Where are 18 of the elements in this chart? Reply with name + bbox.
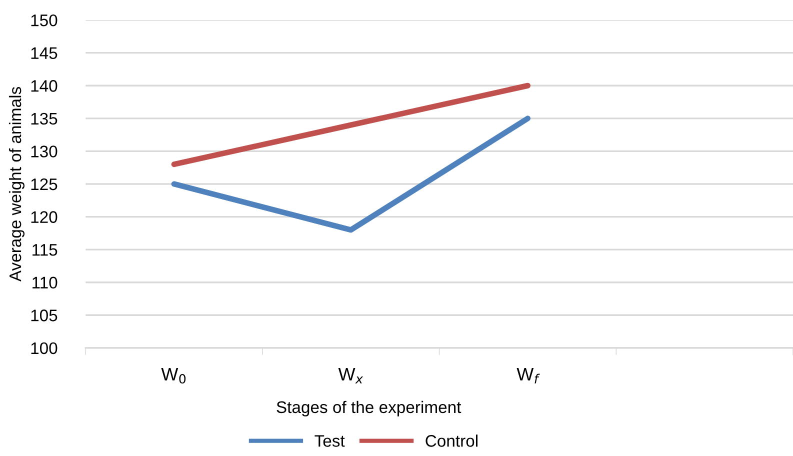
y-tick-label: 105 [31, 310, 58, 322]
y-tick-label: 135 [31, 112, 58, 125]
y-tick-label: 150 [31, 14, 58, 26]
legend-label: Control [426, 434, 478, 447]
y-axis-title: Average weight of animals [8, 87, 25, 282]
x-tick-label: W$_{f}$ [516, 368, 540, 384]
x-axis-title: Stages of the experiment [276, 400, 462, 416]
y-tick-label: 145 [31, 47, 58, 60]
y-tick-label: 130 [31, 146, 58, 158]
y-tick-label: 100 [31, 342, 58, 354]
legend-label: Test [314, 435, 345, 447]
y-tick-label: 110 [32, 276, 58, 289]
y-tick-label: 140 [31, 80, 58, 92]
y-tick-label: 125 [31, 178, 58, 190]
x-tick-label: W$_{0}$ [161, 368, 186, 384]
x-tick-label: W$_{x}$ [338, 368, 364, 384]
y-tick-label: 120 [31, 211, 58, 223]
y-tick-label: 115 [32, 244, 58, 256]
